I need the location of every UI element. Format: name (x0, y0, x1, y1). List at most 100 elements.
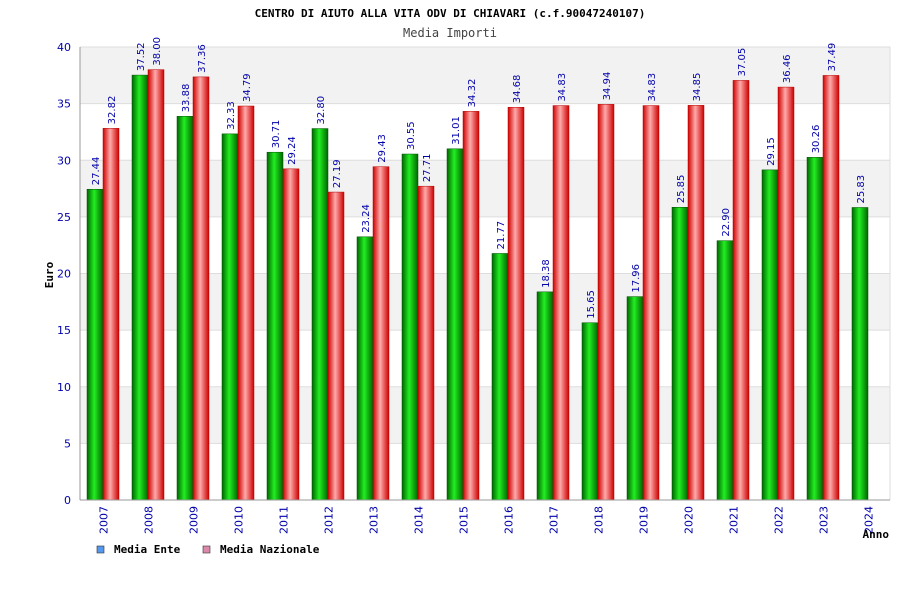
bar-media-ente-2018 (581, 322, 599, 501)
data-label: 34.85 (692, 73, 703, 102)
bar-media-nazionale-2014 (417, 185, 435, 501)
data-label: 25.85 (676, 175, 687, 204)
bar-media-ente-2019 (626, 296, 644, 501)
chart-title: CENTRO DI AIUTO ALLA VITA ODV DI CHIAVAR… (255, 7, 646, 20)
bar-media-ente-2017 (536, 291, 554, 501)
data-label: 25.83 (856, 175, 867, 204)
data-label: 15.65 (586, 290, 597, 319)
y-tick-label: 5 (64, 437, 71, 450)
data-label: 34.94 (602, 72, 613, 101)
grid-band (80, 443, 890, 500)
y-tick-label: 30 (57, 154, 71, 167)
bar-media-nazionale-2010 (237, 105, 255, 501)
bar-media-ente-2010 (221, 133, 239, 501)
bars: 27.44 32.82 37.52 38.00 33.88 37.36 32.33 34.79… (86, 37, 869, 501)
data-label: 29.24 (287, 136, 298, 165)
data-label: 37.05 (737, 48, 748, 77)
data-label: 33.88 (181, 84, 192, 113)
y-tick-label: 0 (64, 494, 71, 507)
legend: Media Ente Media Nazionale (96, 543, 320, 556)
y-tick-label: 10 (57, 381, 71, 394)
bar-media-nazionale-2023 (822, 75, 840, 501)
x-tick-label: 2022 (773, 506, 786, 534)
legend-swatch-media-ente (96, 545, 105, 554)
x-tick-label: 2024 (863, 506, 876, 534)
data-label: 36.46 (782, 54, 793, 83)
y-tick-label: 25 (57, 211, 71, 224)
data-label: 17.96 (631, 264, 642, 293)
x-tick-label: 2011 (278, 506, 291, 534)
data-label: 37.49 (827, 43, 838, 72)
y-tick-label: 15 (57, 324, 71, 337)
x-tick-label: 2012 (323, 506, 336, 534)
y-tick-label: 20 (57, 268, 71, 281)
legend-swatch-media-nazionale (202, 545, 211, 554)
bar-media-nazionale-2018 (597, 104, 615, 501)
data-label: 34.68 (512, 75, 523, 104)
bar-media-ente-2022 (761, 169, 779, 501)
bar-media-ente-2007 (86, 188, 104, 501)
bar-media-ente-2016 (491, 253, 509, 501)
data-label: 30.26 (811, 125, 822, 154)
data-label: 27.44 (91, 157, 102, 186)
x-tick-label: 2018 (593, 506, 606, 534)
bar-media-nazionale-2021 (732, 80, 750, 501)
bar-media-nazionale-2009 (192, 76, 210, 501)
bar-media-nazionale-2022 (777, 86, 795, 501)
x-tick-label: 2013 (368, 506, 381, 534)
data-label: 30.71 (271, 120, 282, 149)
bar-media-nazionale-2020 (687, 105, 705, 501)
data-label: 23.24 (361, 204, 372, 233)
data-label: 32.33 (226, 101, 237, 130)
bar-media-ente-2023 (806, 157, 824, 501)
bar-media-ente-2013 (356, 236, 374, 501)
data-label: 18.38 (541, 259, 552, 288)
bar-media-ente-2014 (401, 153, 419, 501)
x-tick-label: 2007 (98, 506, 111, 534)
x-tick-label: 2009 (188, 506, 201, 534)
data-label: 37.52 (136, 42, 147, 71)
y-tick-label: 35 (57, 98, 71, 111)
data-label: 27.19 (332, 159, 343, 188)
bar-media-nazionale-2017 (552, 105, 570, 501)
x-tick-label: 2015 (458, 506, 471, 534)
chart-subtitle: Media Importi (403, 26, 497, 40)
grid-band (80, 160, 890, 217)
data-label: 29.43 (377, 134, 388, 163)
x-tick-label: 2023 (818, 506, 831, 534)
data-label: 34.32 (467, 79, 478, 108)
x-tick-label: 2010 (233, 506, 246, 534)
bar-media-nazionale-2016 (507, 106, 525, 501)
grid-band (80, 216, 890, 274)
x-axis-ticks: 2007 2008 2009 2010 2011 2012 2013 2014 2015 2016… (98, 506, 876, 534)
grid-bands (80, 46, 891, 501)
data-label: 34.83 (557, 73, 568, 102)
x-tick-label: 2019 (638, 506, 651, 534)
bar-media-ente-2012 (311, 128, 329, 501)
y-axis-label: Euro (43, 261, 56, 288)
grid-band (80, 103, 890, 161)
y-axis-ticks: 0 5 10 15 20 25 30 35 40 (57, 41, 71, 507)
data-label: 34.79 (242, 73, 253, 102)
data-label: 32.82 (107, 96, 118, 125)
legend-label-media-nazionale: Media Nazionale (220, 543, 320, 556)
x-tick-label: 2020 (683, 506, 696, 534)
grid-band (80, 386, 890, 444)
data-label: 27.71 (422, 154, 433, 183)
bar-media-nazionale-2011 (282, 168, 300, 501)
data-label: 34.83 (647, 73, 658, 102)
data-label: 21.77 (496, 221, 507, 250)
data-label: 32.80 (316, 96, 327, 125)
bar-media-ente-2015 (446, 148, 464, 501)
bar-media-ente-2011 (266, 151, 284, 501)
x-tick-label: 2008 (143, 506, 156, 534)
bar-media-ente-2008 (131, 74, 149, 501)
x-tick-label: 2014 (413, 506, 426, 534)
bar-media-ente-2024 (851, 207, 869, 501)
legend-label-media-ente: Media Ente (114, 543, 181, 556)
x-axis-label: Anno (863, 528, 890, 541)
y-tick-label: 40 (57, 41, 71, 54)
x-tick-label: 2016 (503, 506, 516, 534)
data-label: 38.00 (152, 37, 163, 66)
